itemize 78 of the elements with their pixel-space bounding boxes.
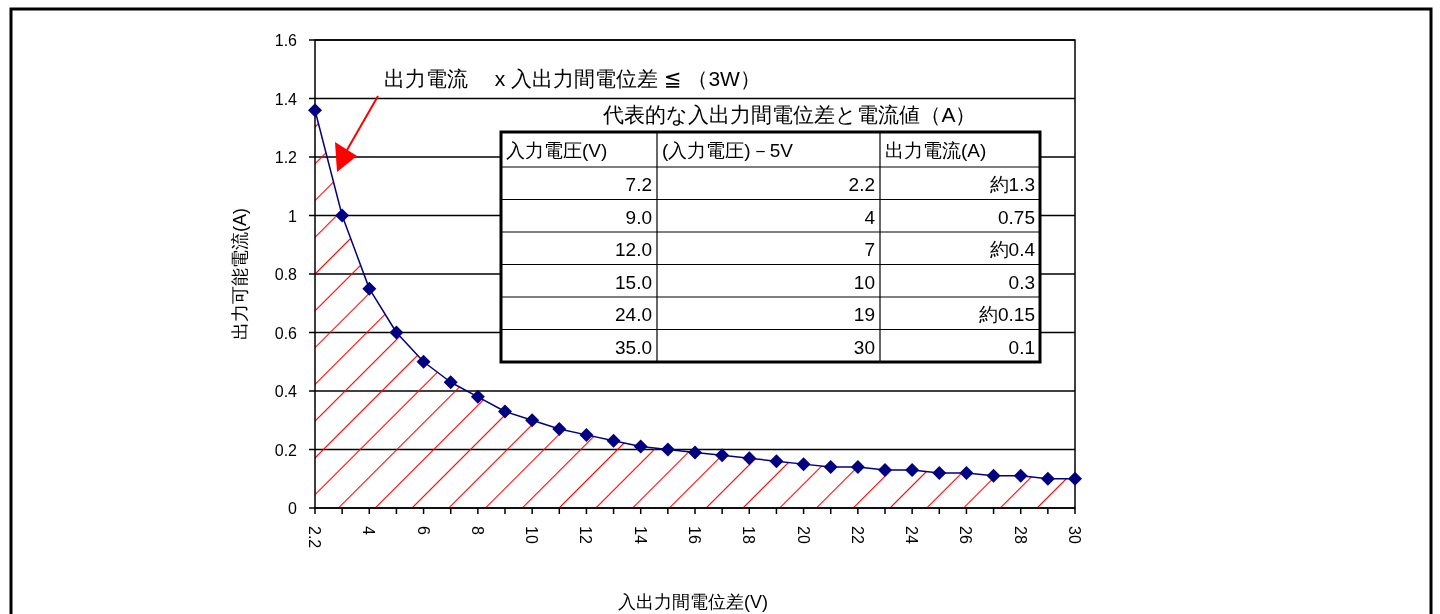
point [878,462,892,477]
point [443,375,458,390]
x-tick-label: 18 [740,526,758,544]
point [715,448,730,463]
text: 代表的な入出力間電位差と電流値（A） [602,103,977,126]
point [1013,468,1028,483]
x-tick-label: 26 [957,526,975,544]
y-axis-title: 出力可能電流(A) [230,208,250,340]
annotation: 約0.4 [989,239,1036,260]
point [742,451,757,466]
point [498,404,512,419]
x-axis-title: 入出力間電位差(V) [618,592,768,612]
point [688,445,702,460]
point [932,465,947,480]
point [986,468,1001,483]
annotation: 30 [853,336,875,358]
point [660,442,675,457]
point [308,103,322,118]
x-tick-label: 12 [577,526,595,544]
x-tick-label: 6 [414,526,432,535]
annotation: (入力電圧)－5V [662,140,794,161]
x-tick-label: 24 [903,526,921,544]
x-tick-label: 16 [686,526,703,544]
x-tick-label: 14 [631,526,649,544]
x-tick-label: 30 [1066,526,1083,544]
x-tick-label: 2.2 [306,526,323,549]
x-tick-label: 8 [468,526,486,535]
annotation: 7.2 [625,174,652,195]
annotation: 約0.15 [979,304,1035,325]
annotation: 出力電流 x 入出力間電位差 ≦ （3W） [384,67,761,90]
point [1040,471,1055,486]
annotation: 0.1 [1008,336,1035,358]
point [959,465,974,480]
x-tick-label: 28 [1011,526,1029,544]
point [470,389,485,404]
annotation: 4 [864,206,876,228]
y-tick-label: 0 [288,500,298,517]
annotation: 0.3 [1008,271,1035,293]
point [823,460,838,475]
annotation: 24.0 [615,304,652,325]
annotation: 10 [853,271,875,293]
annotation: 9.0 [625,206,652,228]
point [769,454,784,469]
annotation: 出力電流(A) [885,140,987,161]
point [362,281,377,296]
point [525,413,540,428]
annotation: 35.0 [615,336,652,358]
annotation: 15.0 [615,271,652,293]
point [633,439,648,454]
point [796,457,811,472]
y-tick-label: 0.2 [274,441,298,459]
annotation: 約1.3 [989,174,1035,195]
annotation: 19 [853,304,875,325]
y-tick-label: 1.4 [274,90,298,108]
point [606,433,621,448]
y-tick-label: 1.2 [274,149,298,166]
x-tick-label: 20 [794,526,812,544]
x-tick-label: 22 [848,526,866,544]
point [416,354,431,369]
point [579,427,594,442]
point [389,325,404,340]
y-tick-label: 1.6 [274,32,298,49]
annotation: 入力電圧(V) [506,140,608,161]
x-tick-label: 4 [360,526,378,535]
y-tick-label: 0.8 [274,266,298,283]
y-tick-label: 1 [288,207,298,225]
point [905,462,920,477]
annotation: 2.2 [848,174,875,195]
point [335,208,350,223]
point [552,422,567,437]
y-tick-label: 0.4 [274,383,298,400]
point [850,460,865,475]
x-tick-label: 10 [523,526,541,544]
point [1068,471,1082,486]
y-tick-label: 0.6 [274,324,298,342]
annotation: 0.75 [998,206,1035,228]
annotation: 12.0 [615,239,652,260]
annotation: 7 [864,239,875,260]
